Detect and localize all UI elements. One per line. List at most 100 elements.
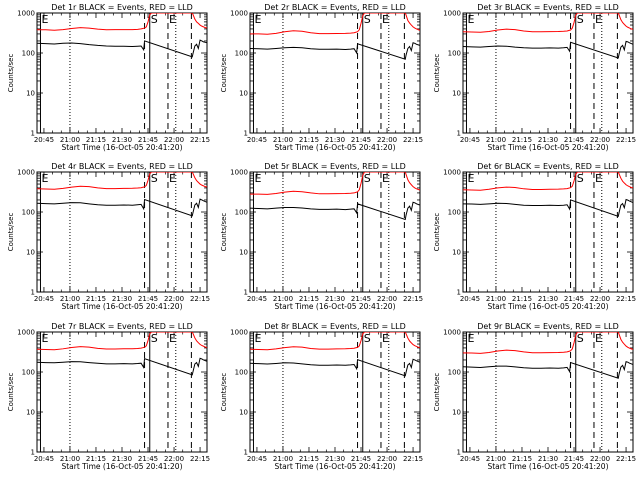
marker-label: S (364, 172, 371, 185)
x-tick-label: 22:15 (190, 455, 210, 463)
x-tick-label: 21:30 (112, 136, 132, 144)
panel-7: Det 7r BLACK = Events, RED = LLD 1 10 100 10… (7, 322, 210, 471)
marker-label: S (577, 172, 584, 185)
y-tick-label: 1 (457, 289, 461, 297)
x-tick-label: 22:00 (590, 136, 610, 144)
x-tick-label: 21:45 (138, 136, 158, 144)
x-tick-label: 21:00 (486, 455, 506, 463)
marker-label: S (577, 13, 584, 26)
panel-3: Det 3r BLACK = Events, RED = LLD 1 10 100 10… (433, 3, 636, 152)
y-axis-label: Counts/sec (220, 373, 228, 412)
x-tick-label: 21:45 (138, 455, 158, 463)
x-axis-label: Start Time (16-Oct-05 20:41:20) (61, 143, 182, 152)
marker-label: E (595, 172, 602, 185)
series-lld (463, 332, 633, 354)
x-tick-label: 22:15 (403, 136, 423, 144)
y-tick-label: 100 (448, 209, 461, 217)
panel-title: Det 4r BLACK = Events, RED = LLD (51, 162, 193, 171)
plot-frame (462, 12, 634, 134)
x-tick-label: 22:15 (190, 295, 210, 303)
y-tick-label: 1000 (17, 169, 35, 177)
marker-label: E (595, 332, 602, 345)
y-tick-label: 100 (448, 50, 461, 58)
series-lld (250, 172, 420, 195)
y-axis-label: Counts/sec (433, 373, 441, 412)
x-tick-label: 22:00 (377, 295, 397, 303)
x-axis-label: Start Time (16-Oct-05 20:41:20) (274, 143, 395, 152)
x-tick-label: 21:30 (538, 136, 558, 144)
x-axis-label: Start Time (16-Oct-05 20:41:20) (274, 462, 395, 471)
y-tick-label: 1 (31, 289, 35, 297)
x-tick-label: 22:00 (377, 455, 397, 463)
marker-label: E (41, 172, 48, 185)
marker-label: S (364, 13, 371, 26)
plot-frame (249, 171, 421, 293)
x-tick-label: 21:30 (112, 295, 132, 303)
marker-label: E (382, 332, 389, 345)
y-tick-label: 10 (452, 90, 461, 98)
y-tick-label: 10 (239, 90, 248, 98)
y-tick-label: 1000 (17, 329, 35, 337)
y-tick-label: 100 (448, 369, 461, 377)
x-tick-label: 21:30 (538, 455, 558, 463)
panel-title: Det 6r BLACK = Events, RED = LLD (477, 162, 619, 171)
y-tick-label: 100 (22, 209, 35, 217)
x-tick-label: 20:45 (34, 455, 54, 463)
y-tick-label: 1 (457, 130, 461, 138)
x-tick-label: 21:30 (325, 455, 345, 463)
y-axis-label: Counts/sec (220, 213, 228, 252)
marker-label: S (151, 13, 158, 26)
y-tick-label: 10 (239, 249, 248, 257)
x-tick-label: 21:15 (299, 455, 319, 463)
plot-frame (36, 12, 208, 134)
series-events (250, 358, 420, 377)
marker-label: S (151, 332, 158, 345)
y-tick-label: 1 (244, 449, 248, 457)
x-tick-label: 22:15 (190, 136, 210, 144)
marker-label: E (382, 172, 389, 185)
y-tick-label: 10 (26, 90, 35, 98)
series-events (250, 42, 420, 60)
x-tick-label: 21:30 (325, 136, 345, 144)
x-tick-label: 21:15 (512, 136, 532, 144)
x-tick-label: 21:45 (351, 136, 371, 144)
x-tick-label: 22:15 (403, 455, 423, 463)
y-tick-label: 10 (239, 409, 248, 417)
y-tick-label: 10 (452, 249, 461, 257)
y-tick-label: 100 (235, 50, 248, 58)
marker-label: E (41, 332, 48, 345)
series-events (463, 40, 633, 59)
y-tick-label: 1000 (443, 329, 461, 337)
x-tick-label: 20:45 (247, 136, 267, 144)
x-tick-label: 20:45 (460, 455, 480, 463)
panel-title: Det 3r BLACK = Events, RED = LLD (477, 3, 619, 12)
y-axis-label: Counts/sec (433, 54, 441, 93)
x-tick-label: 21:45 (351, 295, 371, 303)
marker-label: E (169, 332, 176, 345)
marker-label: E (169, 13, 176, 26)
x-tick-label: 21:30 (112, 455, 132, 463)
x-tick-label: 21:15 (86, 295, 106, 303)
y-tick-label: 100 (235, 369, 248, 377)
x-tick-label: 22:00 (590, 295, 610, 303)
y-tick-label: 1 (31, 449, 35, 457)
y-tick-label: 1000 (443, 169, 461, 177)
y-axis-label: Counts/sec (220, 54, 228, 93)
panel-1: Det 1r BLACK = Events, RED = LLD 1 10 100 10… (7, 3, 210, 152)
x-axis-label: Start Time (16-Oct-05 20:41:20) (274, 302, 395, 311)
panel-9: Det 9r BLACK = Events, RED = LLD 1 10 100 10… (433, 322, 636, 471)
marker-label: S (364, 332, 371, 345)
y-axis-label: Counts/sec (7, 213, 15, 252)
series-lld (250, 332, 420, 351)
x-axis-label: Start Time (16-Oct-05 20:41:20) (61, 302, 182, 311)
x-tick-label: 20:45 (247, 455, 267, 463)
series-lld (37, 172, 207, 190)
panel-2: Det 2r BLACK = Events, RED = LLD 1 10 100 10… (220, 3, 423, 152)
panel-5: Det 5r BLACK = Events, RED = LLD 1 10 100 10… (220, 162, 423, 311)
series-lld (37, 332, 207, 351)
panel-6: Det 6r BLACK = Events, RED = LLD 1 10 100 10… (433, 162, 636, 311)
marker-label: E (382, 13, 389, 26)
x-tick-label: 22:15 (616, 455, 636, 463)
marker-label: E (254, 332, 261, 345)
